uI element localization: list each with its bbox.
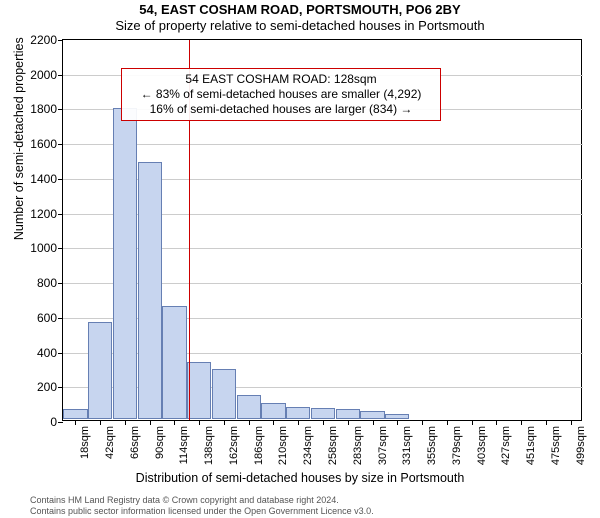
y-tick-mark: [58, 214, 63, 215]
x-tick-mark: [75, 420, 76, 425]
x-tick-label: 114sqm: [178, 426, 190, 464]
y-tick-label: 0: [7, 415, 57, 429]
histogram-bar: [113, 108, 137, 419]
x-tick-label: 162sqm: [228, 426, 240, 465]
x-tick-label: 355sqm: [426, 426, 438, 465]
x-tick-mark: [174, 420, 175, 425]
x-tick-label: 18sqm: [79, 426, 91, 459]
y-tick-label: 600: [7, 311, 57, 325]
x-tick-mark: [249, 420, 250, 425]
x-tick-label: 90sqm: [154, 426, 166, 459]
annotation-line: ← 83% of semi-detached houses are smalle…: [130, 87, 432, 102]
y-tick-mark: [58, 109, 63, 110]
y-tick-label: 1400: [7, 172, 57, 186]
x-tick-mark: [125, 420, 126, 425]
x-tick-label: 499sqm: [575, 426, 587, 465]
y-tick-label: 2000: [7, 68, 57, 82]
histogram-bar: [162, 306, 186, 419]
x-tick-label: 475sqm: [550, 426, 562, 465]
histogram-bar: [261, 403, 285, 419]
plot-area: 0200400600800100012001400160018002000220…: [62, 39, 582, 421]
credits-line2: Contains public sector information licen…: [30, 506, 600, 517]
histogram-bar: [385, 414, 409, 419]
histogram-bar: [138, 162, 162, 419]
y-tick-mark: [58, 387, 63, 388]
x-tick-mark: [224, 420, 225, 425]
x-tick-label: 138sqm: [203, 426, 215, 465]
x-tick-label: 451sqm: [525, 426, 537, 465]
histogram-bar: [311, 408, 335, 419]
x-tick-mark: [199, 420, 200, 425]
y-tick-label: 2200: [7, 33, 57, 47]
x-tick-label: 403sqm: [476, 426, 488, 465]
histogram-bar: [237, 395, 261, 419]
x-tick-mark: [472, 420, 473, 425]
y-tick-mark: [58, 422, 63, 423]
x-tick-mark: [546, 420, 547, 425]
y-tick-label: 1200: [7, 207, 57, 221]
x-tick-label: 42sqm: [104, 426, 116, 459]
x-axis-label: Distribution of semi-detached houses by …: [0, 471, 600, 485]
chart-title-main: 54, EAST COSHAM ROAD, PORTSMOUTH, PO6 2B…: [0, 2, 600, 17]
histogram-bar: [286, 407, 310, 419]
x-tick-mark: [273, 420, 274, 425]
y-tick-label: 1000: [7, 241, 57, 255]
y-tick-mark: [58, 318, 63, 319]
x-tick-mark: [348, 420, 349, 425]
chart-title-sub: Size of property relative to semi-detach…: [0, 18, 600, 33]
x-tick-label: 427sqm: [500, 426, 512, 465]
x-tick-label: 283sqm: [352, 426, 364, 465]
y-tick-label: 400: [7, 346, 57, 360]
x-tick-mark: [447, 420, 448, 425]
y-tick-mark: [58, 40, 63, 41]
histogram-bar: [187, 362, 211, 419]
x-tick-label: 307sqm: [377, 426, 389, 465]
x-tick-label: 258sqm: [327, 426, 339, 465]
y-tick-mark: [58, 353, 63, 354]
x-tick-mark: [496, 420, 497, 425]
credits-line1: Contains HM Land Registry data © Crown c…: [30, 495, 600, 506]
gridline: [63, 144, 583, 145]
x-tick-label: 210sqm: [277, 426, 289, 465]
x-tick-mark: [373, 420, 374, 425]
x-tick-label: 186sqm: [253, 426, 265, 465]
y-tick-label: 1600: [7, 137, 57, 151]
histogram-bar: [63, 409, 87, 419]
y-tick-mark: [58, 144, 63, 145]
x-tick-mark: [100, 420, 101, 425]
y-tick-label: 200: [7, 380, 57, 394]
histogram-bar: [336, 409, 360, 419]
chart-area: Number of semi-detached properties 02004…: [62, 39, 582, 421]
x-tick-mark: [571, 420, 572, 425]
histogram-bar: [212, 369, 236, 419]
y-tick-mark: [58, 179, 63, 180]
y-tick-mark: [58, 248, 63, 249]
x-tick-mark: [521, 420, 522, 425]
y-tick-mark: [58, 75, 63, 76]
x-tick-label: 234sqm: [302, 426, 314, 465]
x-tick-mark: [422, 420, 423, 425]
y-tick-label: 800: [7, 276, 57, 290]
x-tick-mark: [323, 420, 324, 425]
annotation-box: 54 EAST COSHAM ROAD: 128sqm← 83% of semi…: [121, 68, 441, 121]
y-tick-label: 1800: [7, 102, 57, 116]
annotation-line: 54 EAST COSHAM ROAD: 128sqm: [130, 72, 432, 87]
y-tick-mark: [58, 283, 63, 284]
x-tick-label: 331sqm: [401, 426, 413, 465]
x-tick-mark: [150, 420, 151, 425]
histogram-bar: [360, 411, 384, 419]
annotation-line: 16% of semi-detached houses are larger (…: [130, 102, 432, 117]
credits: Contains HM Land Registry data © Crown c…: [30, 495, 600, 518]
x-tick-mark: [397, 420, 398, 425]
x-tick-label: 379sqm: [451, 426, 463, 465]
x-tick-label: 66sqm: [129, 426, 141, 459]
x-tick-mark: [298, 420, 299, 425]
histogram-bar: [88, 322, 112, 419]
